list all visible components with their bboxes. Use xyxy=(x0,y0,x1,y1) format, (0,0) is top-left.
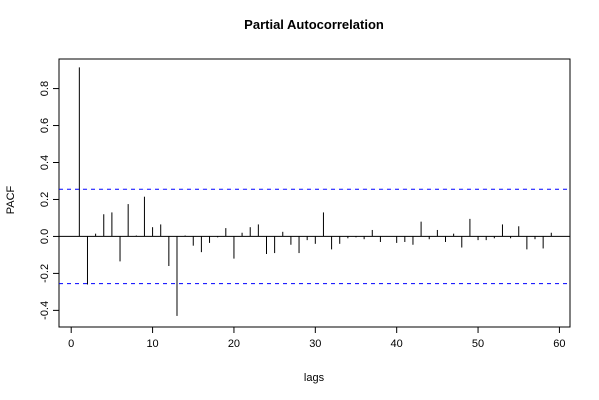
x-tick-label-60: 60 xyxy=(553,338,565,350)
chart-title: Partial Autocorrelation xyxy=(244,17,384,32)
x-tick-label-50: 50 xyxy=(472,338,484,350)
y-tick-label-0: -0.4 xyxy=(39,301,51,320)
x-tick-label-30: 30 xyxy=(309,338,321,350)
y-axis-label: PACF xyxy=(5,185,17,214)
plot-frame xyxy=(58,58,571,328)
x-axis-label: lags xyxy=(304,372,325,384)
x-tick-label-0: 0 xyxy=(68,338,74,350)
x-axis: 0 10 20 30 40 50 60 xyxy=(68,327,566,350)
y-tick-label-6: 0.8 xyxy=(39,81,51,96)
y-tick-label-2: 0.0 xyxy=(39,229,51,244)
y-axis: -0.4 -0.2 0.0 0.2 0.4 0.6 0.8 xyxy=(39,81,59,320)
reference-lines-group xyxy=(59,188,570,285)
y-tick-label-3: 0.2 xyxy=(39,192,51,207)
x-tick-label-20: 20 xyxy=(228,338,240,350)
y-tick-label-5: 0.6 xyxy=(39,118,51,133)
x-tick-label-10: 10 xyxy=(146,338,158,350)
x-tick-label-40: 40 xyxy=(391,338,403,350)
y-tick-label-4: 0.4 xyxy=(39,155,51,170)
bars-group xyxy=(78,67,552,316)
y-tick-label-1: -0.2 xyxy=(39,264,51,283)
